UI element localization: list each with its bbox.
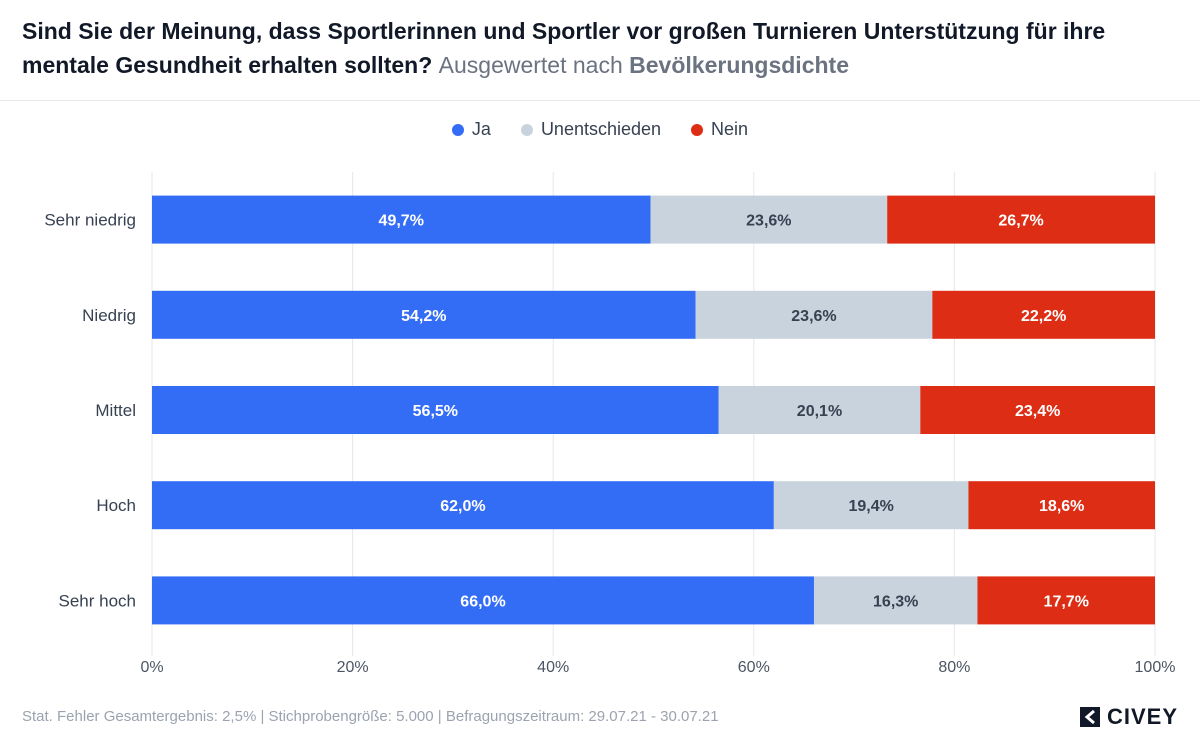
chart-subtitle-prefix: Ausgewertet nach: [438, 52, 623, 78]
bar-segment-nein[interactable]: [932, 290, 1155, 339]
legend-label-nein: Nein: [711, 119, 749, 139]
data-label: 56,5%: [413, 403, 458, 420]
category-label: Niedrig: [82, 306, 136, 325]
legend-label-ja: Ja: [471, 119, 491, 139]
legend-label-unentschieden: Unentschieden: [540, 119, 662, 139]
civey-logo[interactable]: CIVEY: [1079, 704, 1178, 730]
data-label: 22,2%: [1021, 308, 1066, 325]
header-divider: [0, 100, 1200, 101]
bar-segment-ja[interactable]: [152, 576, 814, 625]
data-label: 66,0%: [460, 593, 505, 610]
bar-segment-nein[interactable]: [920, 386, 1155, 434]
bar-segment-ja[interactable]: [152, 481, 774, 530]
data-label: 19,4%: [848, 498, 893, 515]
data-label: 23,6%: [746, 213, 791, 230]
data-label: 23,4%: [1015, 403, 1060, 420]
category-label: Mittel: [95, 401, 136, 420]
bar-segment-ja[interactable]: [152, 195, 651, 244]
legend-item-nein[interactable]: Nein: [691, 119, 748, 140]
stacked-bar-chart: 0% 20% 40% 60% 80% 100% Sehr niedrig 49,7% 23,6%…: [44, 172, 1176, 676]
data-label: 49,7%: [379, 213, 424, 230]
civey-logo-text: CIVEY: [1106, 704, 1178, 729]
civey-logo-icon: [1079, 707, 1100, 727]
x-tick-label: 80%: [938, 659, 970, 676]
bar-segment-ja[interactable]: [152, 386, 719, 434]
data-label: 18,6%: [1039, 498, 1084, 515]
legend-dot-unentschieden-icon: [520, 123, 533, 136]
category-label: Hoch: [96, 496, 136, 515]
chart-title-block: Sind Sie der Meinung, dass Sportlerinnen…: [22, 14, 1182, 82]
bar-segment-unentschieden[interactable]: [650, 195, 888, 244]
bar-segment-nein[interactable]: [968, 481, 1155, 530]
data-label: 16,3%: [873, 593, 918, 610]
data-label: 62,0%: [440, 498, 485, 515]
category-label: Sehr hoch: [59, 591, 137, 610]
chart-legend: Ja Unentschieden Nein: [0, 119, 1200, 140]
legend-item-unentschieden[interactable]: Unentschieden: [520, 119, 662, 140]
data-label: 17,7%: [1044, 593, 1089, 610]
x-tick-label: 40%: [537, 659, 569, 676]
bar-segment-nein[interactable]: [887, 195, 1155, 244]
chart-subtitle-dimension: Bevölkerungsdichte: [629, 52, 849, 78]
footer-note: Stat. Fehler Gesamtergebnis: 2,5% | Stic…: [22, 708, 719, 725]
data-label: 54,2%: [401, 308, 446, 325]
bar-segment-unentschieden[interactable]: [813, 576, 978, 625]
bar-segment-ja[interactable]: [152, 290, 696, 339]
data-label: 20,1%: [797, 403, 842, 420]
chart-title: Sind Sie der Meinung, dass Sportlerinnen…: [22, 18, 1106, 78]
category-label: Sehr niedrig: [44, 211, 136, 230]
x-tick-label: 100%: [1135, 659, 1176, 676]
bar-segment-unentschieden[interactable]: [773, 481, 969, 530]
data-label: 26,7%: [998, 213, 1043, 230]
bar-segment-nein[interactable]: [977, 576, 1155, 625]
legend-dot-ja-icon: [451, 123, 464, 136]
legend-dot-nein-icon: [691, 123, 704, 136]
legend-item-ja[interactable]: Ja: [451, 119, 491, 140]
bar-segment-unentschieden[interactable]: [695, 290, 933, 339]
x-tick-label: 20%: [337, 659, 369, 676]
x-tick-label: 60%: [738, 659, 770, 676]
bar-segment-unentschieden[interactable]: [718, 386, 921, 434]
data-label: 23,6%: [791, 308, 836, 325]
x-tick-label: 0%: [140, 659, 163, 676]
